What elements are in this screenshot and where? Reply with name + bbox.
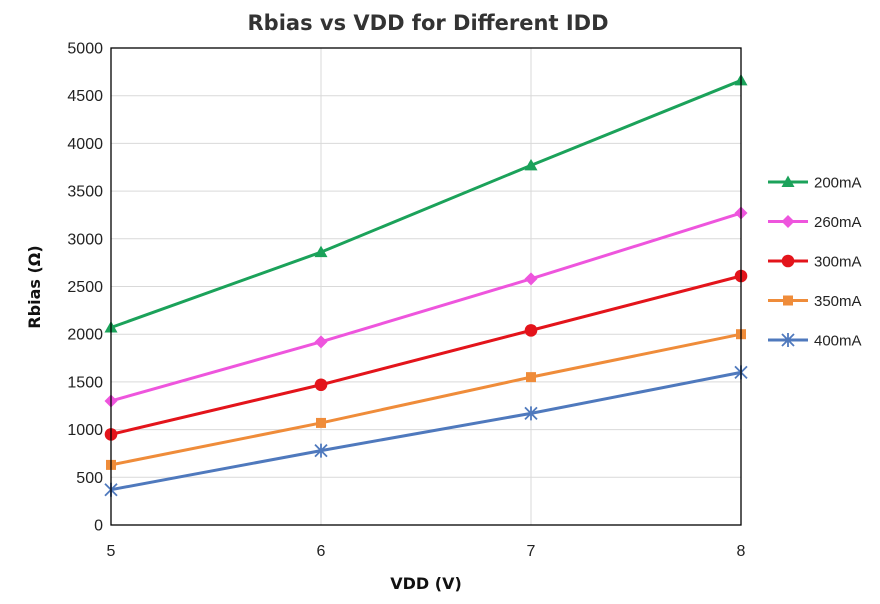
y-tick-label: 5000 (67, 41, 103, 58)
series-line (110, 79, 742, 329)
x-tick-label: 7 (527, 543, 536, 560)
x-tick-label: 8 (737, 543, 746, 560)
series-300mA (104, 269, 748, 441)
legend-item: 200mA (768, 175, 862, 192)
series-line (110, 274, 742, 436)
data-point (314, 378, 328, 392)
y-axis-label: Rbias (Ω) (25, 245, 44, 328)
x-tick-label: 5 (107, 543, 116, 560)
legend-marker (781, 175, 795, 187)
legend-item: 400mA (768, 333, 862, 350)
chart-title: Rbias vs VDD for Different IDD (248, 11, 609, 35)
y-tick-label: 500 (76, 470, 103, 487)
data-point (314, 335, 328, 349)
y-tick-label: 4500 (67, 88, 103, 105)
legend-item: 260mA (768, 214, 862, 231)
series-200mA (104, 73, 748, 333)
y-tick-label: 1000 (67, 422, 103, 439)
y-tick-label: 2500 (67, 279, 103, 296)
legend-label: 350mA (814, 293, 862, 310)
legend-marker (781, 333, 795, 347)
series-260mA (104, 206, 748, 408)
legend-marker (781, 215, 795, 228)
plot-area-border (110, 47, 742, 526)
data-point (316, 417, 326, 428)
legend-label: 400mA (814, 333, 862, 350)
data-point (314, 443, 328, 458)
y-tick-label: 4000 (67, 136, 103, 153)
data-point (524, 324, 538, 337)
y-tick-label: 3000 (67, 231, 103, 248)
legend-item: 300mA (768, 254, 862, 271)
y-tick-label: 2000 (67, 327, 103, 344)
series-line (110, 211, 742, 403)
legend-label: 260mA (814, 214, 862, 231)
data-point (524, 272, 538, 286)
series-line (110, 370, 742, 492)
y-axis-ticks: 0 500 1000 1500 2000 2500 3000 3500 4000 4500 5000 (67, 41, 103, 535)
x-tick-label: 6 (317, 543, 326, 560)
y-tick-label: 0 (94, 518, 103, 535)
legend-label: 300mA (814, 254, 862, 271)
legend-marker (783, 295, 793, 306)
y-tick-label: 3500 (67, 184, 103, 201)
series-line (110, 332, 742, 467)
data-point (526, 372, 536, 383)
x-axis-label: VDD (V) (390, 574, 462, 593)
data-point (314, 245, 328, 258)
legend: 200mA 260mA 300mA 350mA 400mA (768, 175, 862, 350)
series-group (104, 73, 748, 497)
legend-marker (781, 254, 795, 268)
x-axis-ticks: 5 6 7 8 (107, 543, 746, 560)
series-350mA (106, 329, 746, 470)
data-point (524, 406, 538, 421)
legend-item: 350mA (768, 293, 862, 310)
y-tick-label: 1500 (67, 374, 103, 391)
legend-label: 200mA (814, 175, 862, 192)
data-point (524, 158, 538, 171)
